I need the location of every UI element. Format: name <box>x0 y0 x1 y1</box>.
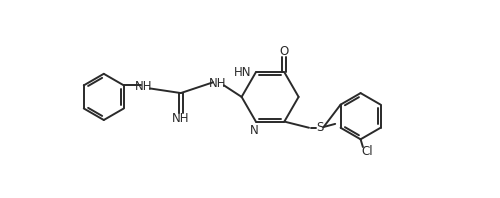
Text: NH: NH <box>135 80 152 93</box>
Text: NH: NH <box>172 112 190 125</box>
Text: NH: NH <box>209 77 226 90</box>
Text: N: N <box>250 124 258 137</box>
Text: Cl: Cl <box>361 145 372 158</box>
Text: S: S <box>316 121 324 134</box>
Text: HN: HN <box>234 66 251 79</box>
Text: O: O <box>280 45 289 58</box>
